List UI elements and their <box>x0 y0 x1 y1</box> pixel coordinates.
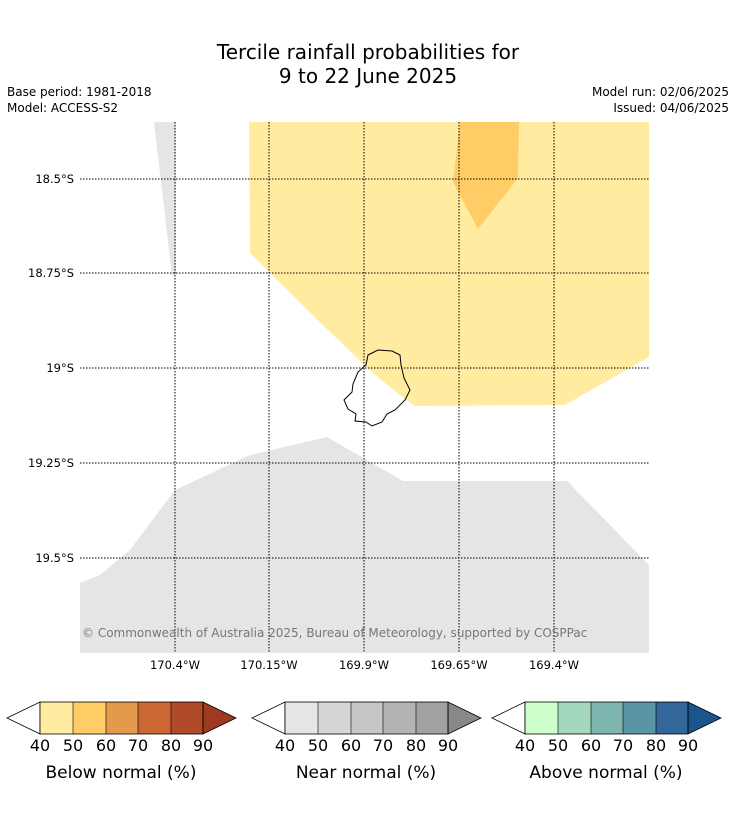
colorbar-near-normal: 40 50 60 70 80 90 Near normal (%) <box>251 701 482 783</box>
lat-label: 19.5°S <box>35 551 74 565</box>
latitude-labels: 18.5°S 18.75°S 19°S 19.25°S 19.5°S <box>28 172 74 565</box>
colorbar-tick: 70 <box>613 736 633 755</box>
near-normal-region-northwest <box>154 122 176 275</box>
meta-right: Model run: 02/06/2025 Issued: 04/06/2025 <box>592 84 729 116</box>
map-title-line1: Tercile rainfall probabilities for <box>216 40 520 64</box>
colorbar-segment <box>351 702 383 734</box>
colorbar-tick: 50 <box>548 736 568 755</box>
colorbar-segment <box>416 702 448 734</box>
lon-label: 170.15°W <box>240 658 297 672</box>
colorbar-segment <box>558 702 591 734</box>
colorbar-tick: 70 <box>128 736 148 755</box>
copyright-credit: © Commonwealth of Australia 2025, Bureau… <box>82 626 587 640</box>
island-outline <box>343 349 411 427</box>
colorbar-segment <box>285 702 318 734</box>
lat-label: 19.25°S <box>28 456 74 470</box>
colorbar-tick: 40 <box>515 736 535 755</box>
colorbar-extend-high <box>447 701 482 735</box>
colorbar-tick: 60 <box>581 736 601 755</box>
colorbar-tick: 60 <box>96 736 116 755</box>
colorbar-tick: 40 <box>275 736 295 755</box>
below-normal-region-50-60 <box>453 122 519 229</box>
colorbar-extend-low <box>251 701 286 735</box>
colorbar-segment <box>73 702 106 734</box>
lon-label: 169.4°W <box>529 658 579 672</box>
colorbar-segment <box>40 702 73 734</box>
colorbar-segment <box>106 702 138 734</box>
colorbar-segment <box>656 702 688 734</box>
colorbar-segment <box>171 702 203 734</box>
lon-label: 169.65°W <box>430 658 487 672</box>
lon-label: 170.4°W <box>150 658 200 672</box>
colorbar-tick: 90 <box>678 736 698 755</box>
colorbar-segment <box>318 702 351 734</box>
colorbar-tick: 90 <box>193 736 213 755</box>
colorbar-tick: 50 <box>63 736 83 755</box>
colorbar-tick: 90 <box>438 736 458 755</box>
longitude-labels: 170.4°W 170.15°W 169.9°W 169.65°W 169.4°… <box>150 658 579 672</box>
colorbar-segment <box>591 702 623 734</box>
colorbar-tick: 40 <box>30 736 50 755</box>
map-title-line2: 9 to 22 June 2025 <box>278 64 458 88</box>
colorbar-extend-high <box>202 701 237 735</box>
colorbar-tick: 50 <box>308 736 328 755</box>
colorbar-below-normal: 40 50 60 70 80 90 Below normal (%) <box>6 701 237 783</box>
lat-label: 18.5°S <box>35 172 74 186</box>
colorbar-above-normal: 40 50 60 70 80 90 Above normal (%) <box>491 701 722 783</box>
colorbar-tick: 80 <box>161 736 181 755</box>
issued-date: Issued: 04/06/2025 <box>613 101 729 115</box>
lon-label: 169.9°W <box>339 658 389 672</box>
colorbar-title: Near normal (%) <box>296 763 436 783</box>
colorbar-extend-high <box>687 701 722 735</box>
lat-label: 19°S <box>46 361 74 375</box>
meta-left: Base period: 1981-2018 Model: ACCESS-S2 <box>7 84 152 116</box>
model-run: Model run: 02/06/2025 <box>591 85 729 99</box>
longitude-gridlines <box>174 122 555 653</box>
colorbar-title: Below normal (%) <box>46 763 197 783</box>
colorbar-tick: 60 <box>341 736 361 755</box>
below-normal-region-40-50 <box>249 122 649 406</box>
colorbar-segment <box>138 702 171 734</box>
colorbar-extend-low <box>6 701 41 735</box>
colorbar-tick: 80 <box>646 736 666 755</box>
colorbar-tick: 80 <box>406 736 426 755</box>
base-period: Base period: 1981-2018 <box>7 85 152 99</box>
colorbar-extend-low <box>491 701 526 735</box>
colorbar-title: Above normal (%) <box>529 763 682 783</box>
model-name: Model: ACCESS-S2 <box>7 101 119 115</box>
map-panel <box>80 122 649 653</box>
colorbar-tick: 70 <box>373 736 393 755</box>
lat-label: 18.75°S <box>28 266 74 280</box>
colorbar-segment <box>623 702 656 734</box>
colorbar-segment <box>383 702 416 734</box>
colorbar-segment <box>525 702 558 734</box>
